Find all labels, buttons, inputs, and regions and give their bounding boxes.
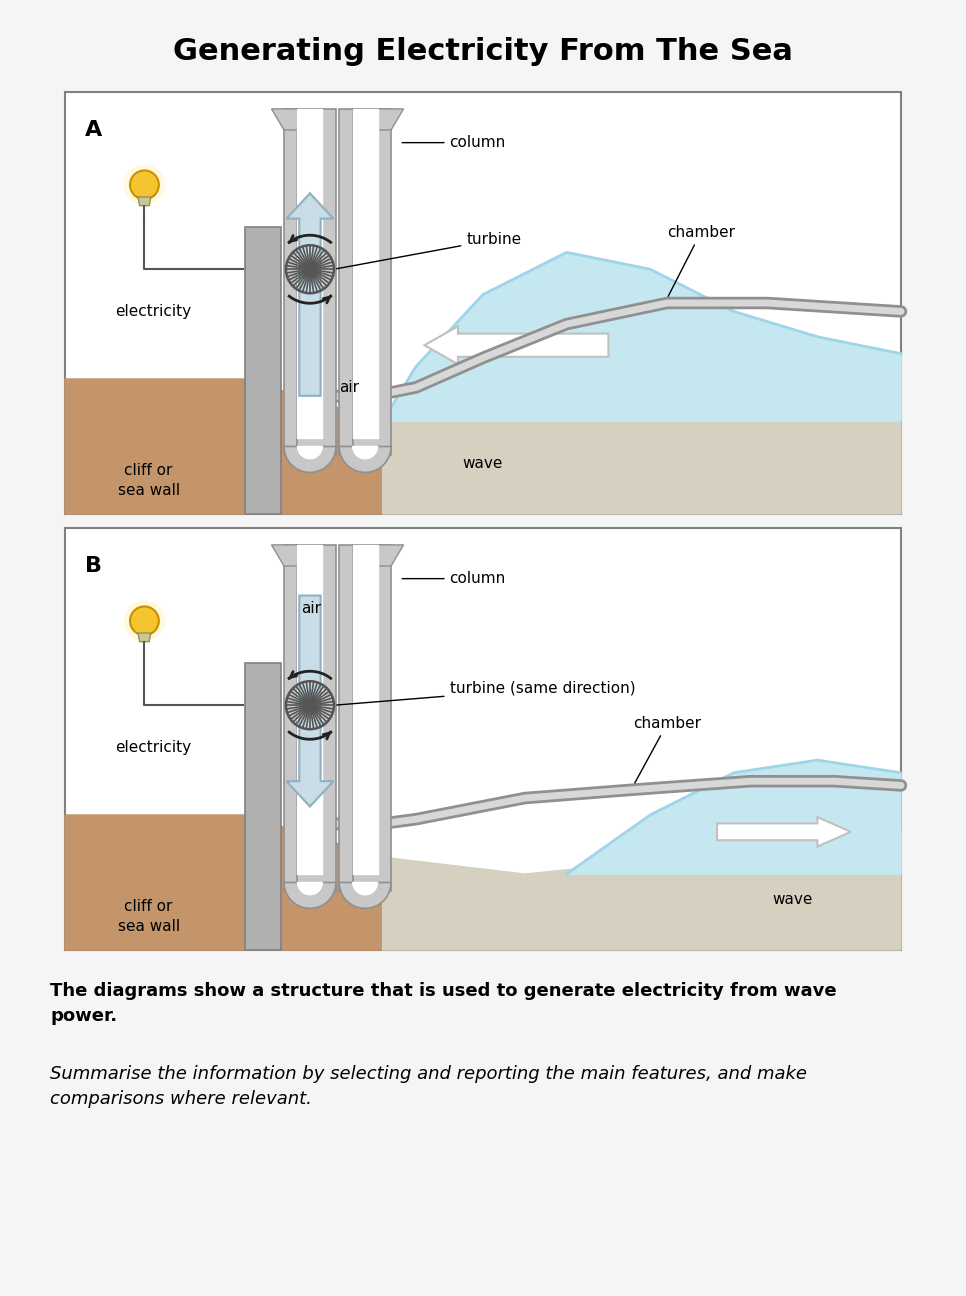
Text: B: B (85, 556, 102, 575)
Polygon shape (65, 378, 383, 515)
Circle shape (306, 266, 313, 272)
Polygon shape (271, 109, 298, 130)
FancyArrow shape (287, 193, 333, 395)
FancyArrow shape (424, 327, 609, 364)
Polygon shape (298, 883, 323, 896)
Bar (298, 109, 323, 438)
Polygon shape (383, 354, 901, 515)
Text: air: air (339, 380, 359, 395)
Text: electricity: electricity (115, 305, 191, 319)
Bar (353, 544, 391, 890)
Polygon shape (284, 447, 336, 472)
Text: The diagrams show a structure that is used to generate electricity from wave
pow: The diagrams show a structure that is us… (50, 982, 837, 1025)
Bar (284, 544, 323, 890)
Text: column: column (402, 135, 506, 150)
Bar (298, 544, 323, 874)
Bar (339, 109, 378, 455)
Circle shape (125, 165, 164, 205)
Polygon shape (284, 883, 336, 908)
Text: wave: wave (772, 892, 812, 907)
Polygon shape (65, 815, 383, 950)
Bar (353, 109, 378, 438)
Polygon shape (353, 447, 378, 459)
Circle shape (130, 171, 158, 200)
Text: chamber: chamber (634, 715, 701, 783)
Bar (284, 109, 323, 455)
Bar (353, 109, 391, 455)
Polygon shape (378, 109, 404, 130)
Bar (244, 664, 281, 950)
Text: turbine: turbine (337, 232, 522, 268)
Polygon shape (567, 759, 901, 874)
Circle shape (125, 601, 164, 640)
Polygon shape (271, 544, 298, 566)
Text: air: air (301, 600, 322, 616)
Text: wave: wave (463, 456, 503, 470)
Polygon shape (383, 253, 901, 421)
Polygon shape (339, 883, 391, 908)
Bar (339, 544, 378, 890)
Polygon shape (138, 632, 151, 642)
Polygon shape (378, 544, 404, 566)
Circle shape (306, 701, 313, 709)
Bar (65, 92, 901, 515)
Polygon shape (138, 197, 151, 206)
Bar (65, 527, 901, 950)
Polygon shape (339, 447, 391, 472)
Text: A: A (85, 121, 102, 140)
Text: cliff or
sea wall: cliff or sea wall (118, 464, 180, 498)
FancyArrow shape (287, 596, 333, 806)
Polygon shape (353, 883, 378, 896)
Text: Generating Electricity From The Sea: Generating Electricity From The Sea (173, 38, 793, 66)
Polygon shape (383, 832, 901, 950)
Bar (353, 544, 378, 874)
Polygon shape (298, 447, 323, 459)
Text: cliff or
sea wall: cliff or sea wall (118, 899, 180, 934)
Text: Summarise the information by selecting and reporting the main features, and make: Summarise the information by selecting a… (50, 1065, 807, 1108)
Circle shape (130, 607, 158, 635)
FancyArrow shape (717, 816, 851, 846)
Text: column: column (402, 572, 506, 586)
Text: turbine (same direction): turbine (same direction) (337, 680, 636, 705)
Bar (298, 109, 336, 455)
Text: electricity: electricity (115, 740, 191, 756)
Text: chamber: chamber (667, 224, 735, 297)
Bar (244, 227, 281, 515)
Bar (298, 544, 336, 890)
